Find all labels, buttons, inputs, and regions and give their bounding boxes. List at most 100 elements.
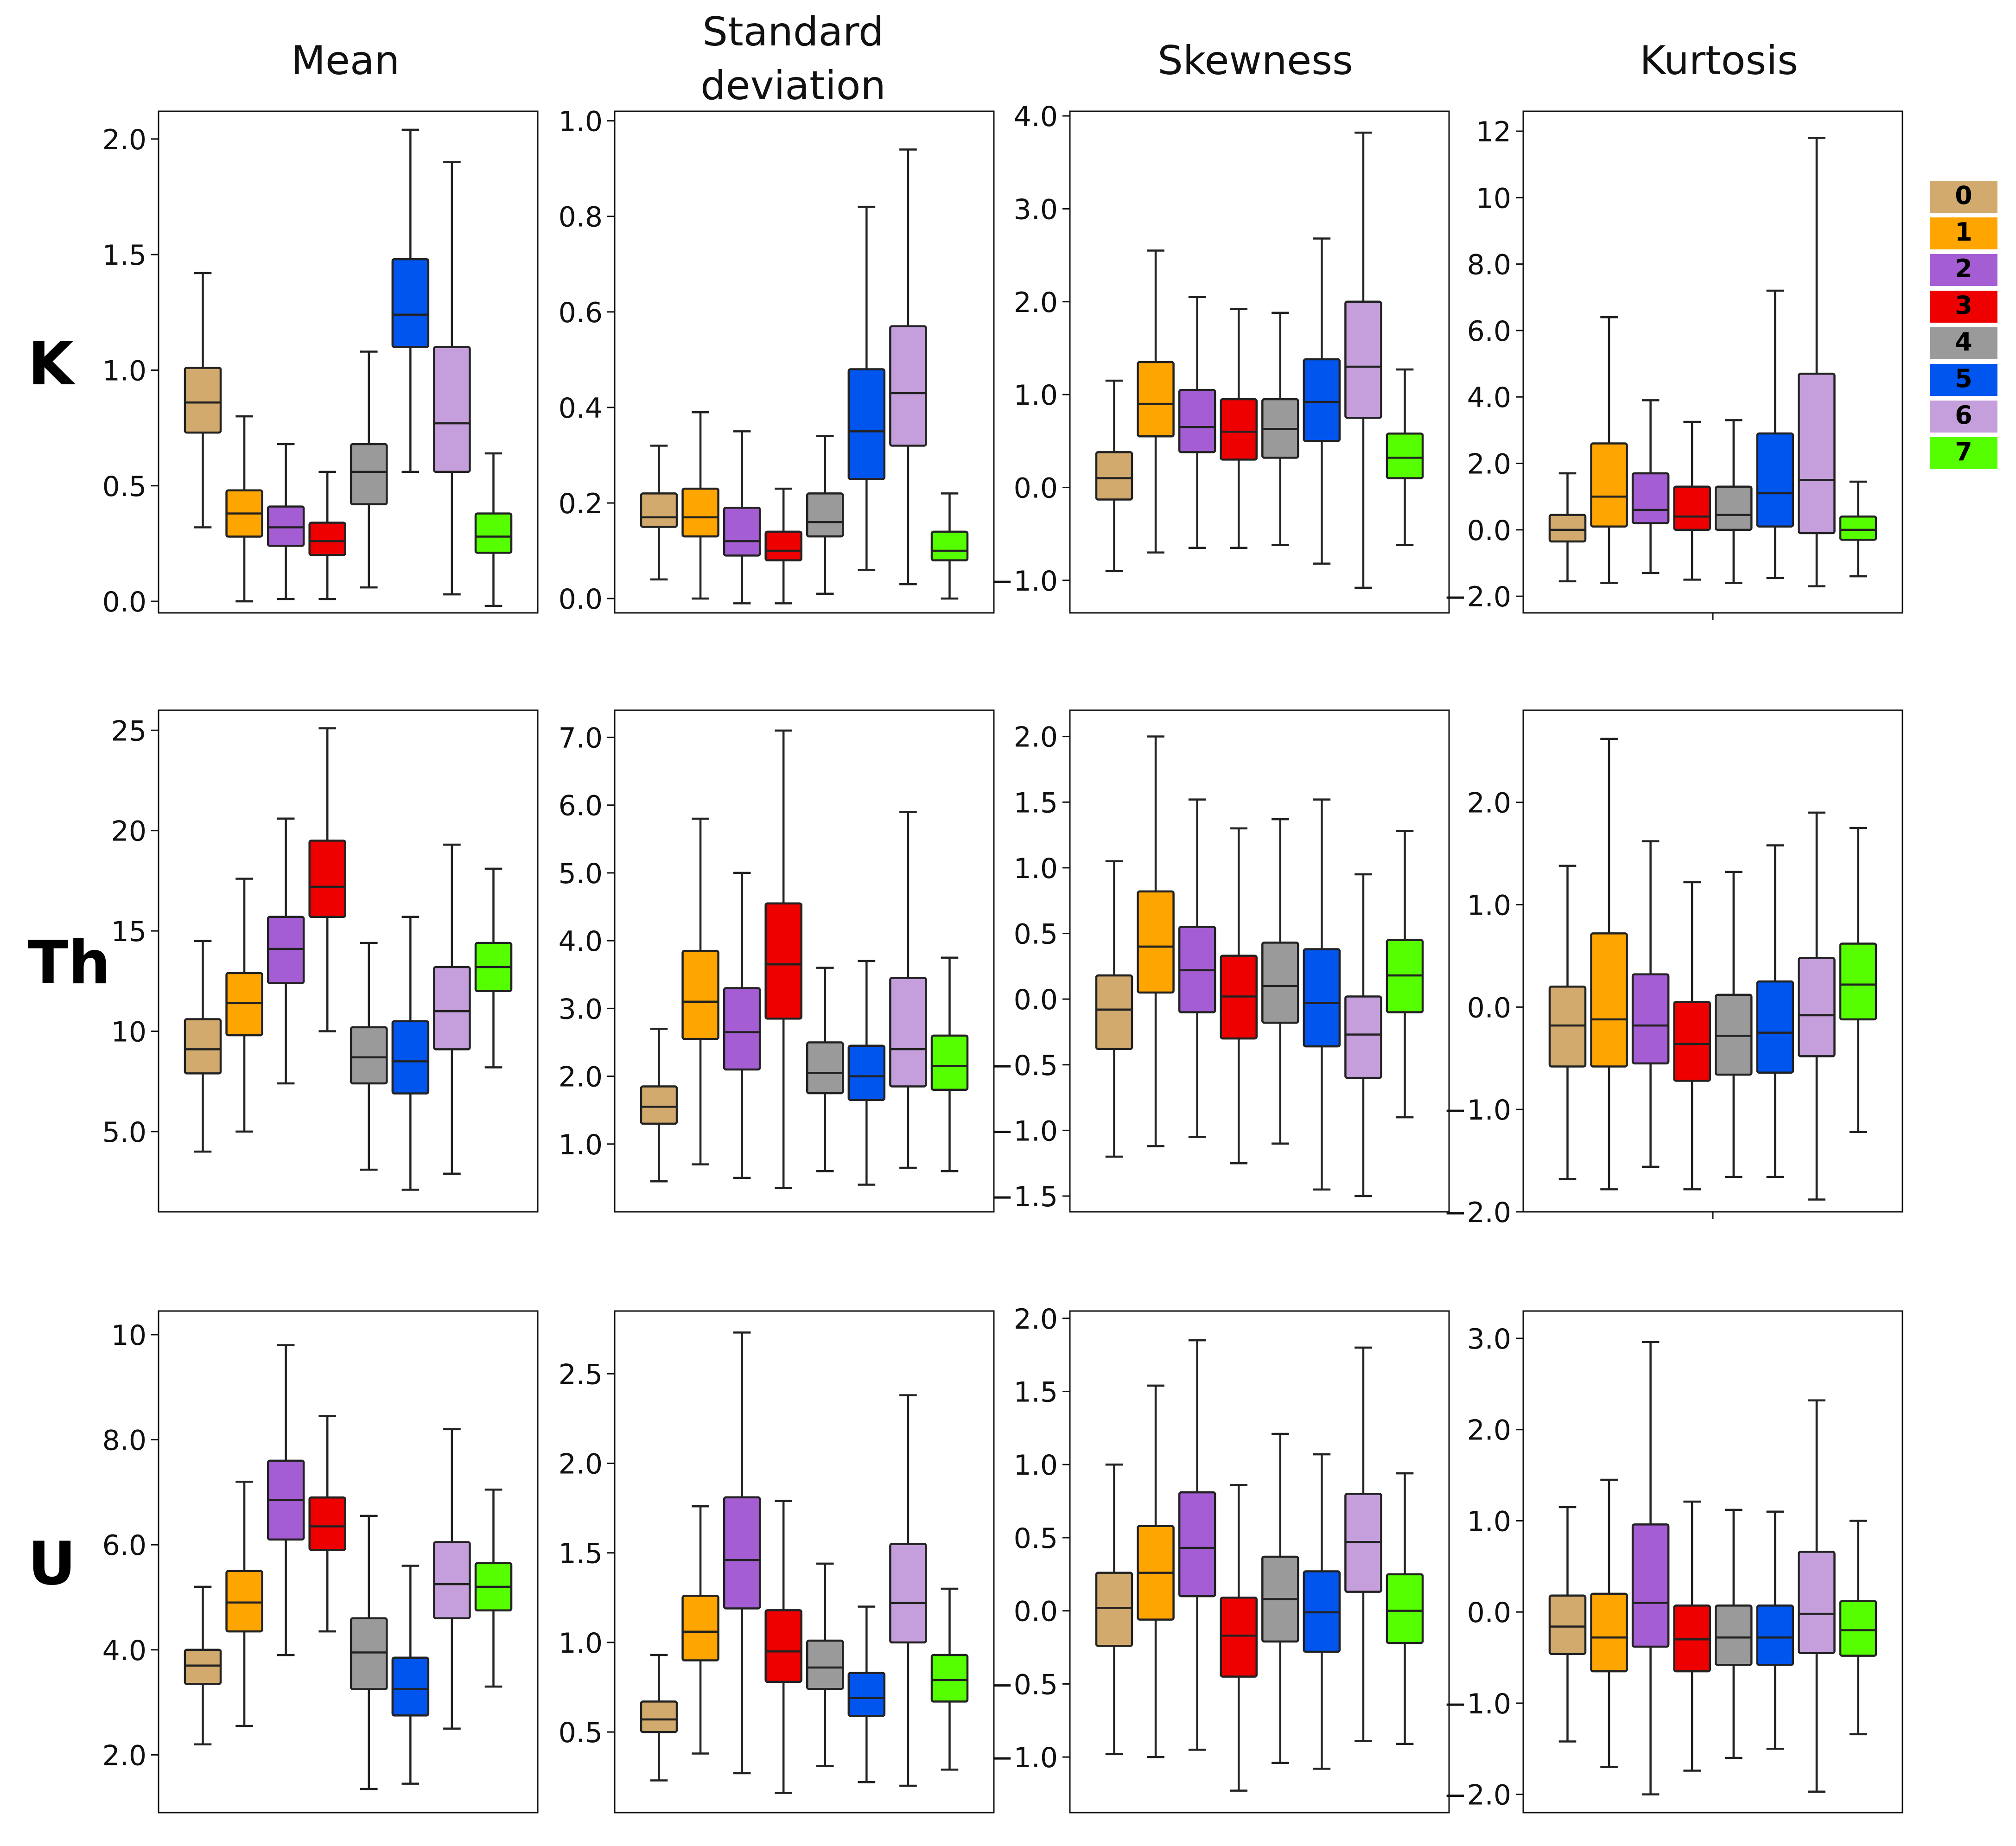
y-tick-label: 2.5 [559,1358,603,1391]
interquartile-box [1386,1573,1424,1644]
interquartile-box [350,1026,388,1085]
interquartile-box [391,1020,430,1095]
panel-frame [1069,110,1450,614]
interquartile-box [640,492,678,528]
y-tick-label: 1.0 [559,1129,603,1161]
column-title-standard-deviation: Standard deviation [700,9,886,109]
legend-swatch [1930,401,1997,433]
interquartile-box [1095,974,1133,1050]
interquartile-box [1839,515,1877,541]
box-u-skewness-category-4 [1261,1432,1299,1764]
interquartile-box [847,1044,886,1101]
box-k-skewness-category-1 [1137,249,1175,554]
row-label-k: K [28,330,76,399]
interquartile-box [1178,1491,1216,1598]
interquartile-box [433,1541,471,1620]
y-tick-label: 2.0 [559,1061,603,1094]
y-tick-label: −2.0 [1444,1779,1511,1812]
box-th-standard-deviation-category-4 [806,967,844,1172]
box-th-kurtosis-category-2 [1631,840,1670,1168]
legend-item-0: 0 [1930,181,1997,213]
box-u-standard-deviation-category-3 [764,1500,802,1794]
y-tick-label: 0.5 [1014,918,1058,951]
panel-u-skewness: −1.0 −0.5 0.0 0.5 1.0 1.5 2.0 [990,1303,1450,1814]
panel-k-mean: 0.0 0.5 1.0 1.5 2.0 [102,110,539,618]
y-tick-label: 2.0 [1014,1303,1058,1336]
interquartile-box [433,346,471,473]
legend-item-2: 2 [1930,254,1997,286]
box-u-standard-deviation-category-1 [681,1505,719,1755]
panel-k-standard-deviation: 0.0 0.2 0.4 0.6 0.8 1.0 [559,106,995,616]
y-tick-label: 5.0 [102,1116,146,1149]
column-title-mean: Mean [291,38,400,84]
box-k-mean-category-1 [225,415,263,603]
y-tick-label: −2.0 [1444,581,1511,613]
legend-item-6: 6 [1930,401,1997,433]
box-k-skewness-category-0 [1095,379,1133,573]
interquartile-box [806,492,844,538]
row-label-th: Th [28,929,110,998]
legend-item-5: 5 [1930,364,1997,396]
panel-th-mean: 5.0 10 15 20 25 [102,709,539,1213]
box-u-standard-deviation-category-5 [847,1605,886,1783]
box-k-kurtosis-category-7 [1839,480,1877,578]
panel-u-standard-deviation: 0.5 1.0 1.5 2.0 2.5 [559,1310,995,1814]
interquartile-box [391,258,430,348]
interquartile-box [225,1570,263,1633]
box-th-standard-deviation-category-7 [930,956,969,1172]
interquartile-box [640,1700,678,1733]
box-k-kurtosis-category-5 [1756,289,1794,579]
interquartile-box [1631,1523,1670,1648]
interquartile-box [681,949,719,1040]
panels: 0.00.51.01.52.00.00.20.40.60.81.0−1.00.0… [102,101,1903,1814]
interquartile-box [1756,980,1794,1074]
panel-frame [1522,1310,1903,1814]
y-tick-label: 2.0 [559,1448,603,1480]
box-th-kurtosis-category-4 [1715,871,1753,1178]
y-tick-label: 0.0 [1467,1597,1511,1629]
interquartile-box [889,325,927,447]
box-u-mean-category-5 [391,1565,430,1785]
row-labels: K Th U [28,330,110,1598]
interquartile-box [184,1018,222,1075]
y-tick-label: 2.0 [1014,286,1058,319]
y-tick-label: 1.5 [102,239,146,272]
y-tick-label: 1.0 [1014,1449,1058,1482]
box-k-skewness-category-3 [1220,308,1258,549]
y-tick-label: 0.0 [1014,1596,1058,1628]
box-k-standard-deviation-category-2 [723,430,761,605]
box-th-standard-deviation-category-0 [640,1027,678,1183]
box-k-standard-deviation-category-6 [889,148,927,586]
y-tick-label: 2.0 [102,124,146,156]
legend-swatch [1930,254,1997,286]
interquartile-box [1303,358,1341,442]
box-u-standard-deviation-category-2 [723,1331,761,1775]
interquartile-box [806,1639,844,1690]
box-th-mean-category-3 [308,727,346,1032]
box-k-kurtosis-category-6 [1798,137,1836,587]
interquartile-box [681,1595,719,1661]
legend-swatch [1930,437,1997,469]
box-th-skewness-category-3 [1220,827,1258,1165]
box-k-skewness-category-7 [1386,368,1424,546]
box-k-standard-deviation-category-1 [681,411,719,600]
legend-item-7: 7 [1930,437,1997,469]
y-tick-label: 2.0 [1014,721,1058,754]
interquartile-box [1095,1572,1133,1647]
interquartile-box [1590,932,1628,1068]
y-tick-label: 10 [111,1016,146,1048]
box-th-skewness-category-5 [1303,798,1341,1191]
interquartile-box [889,977,927,1088]
legend-item-1: 1 [1930,217,1997,249]
box-u-kurtosis-category-3 [1673,1500,1711,1772]
box-th-standard-deviation-category-5 [847,960,886,1186]
box-th-standard-deviation-category-2 [723,872,761,1179]
box-u-standard-deviation-category-0 [640,1654,678,1782]
interquartile-box [1137,890,1175,994]
legend-label: 1 [1955,217,1972,247]
interquartile-box [433,966,471,1050]
box-k-kurtosis-category-0 [1548,472,1587,583]
box-u-skewness-category-5 [1303,1453,1341,1770]
interquartile-box [640,1085,678,1125]
